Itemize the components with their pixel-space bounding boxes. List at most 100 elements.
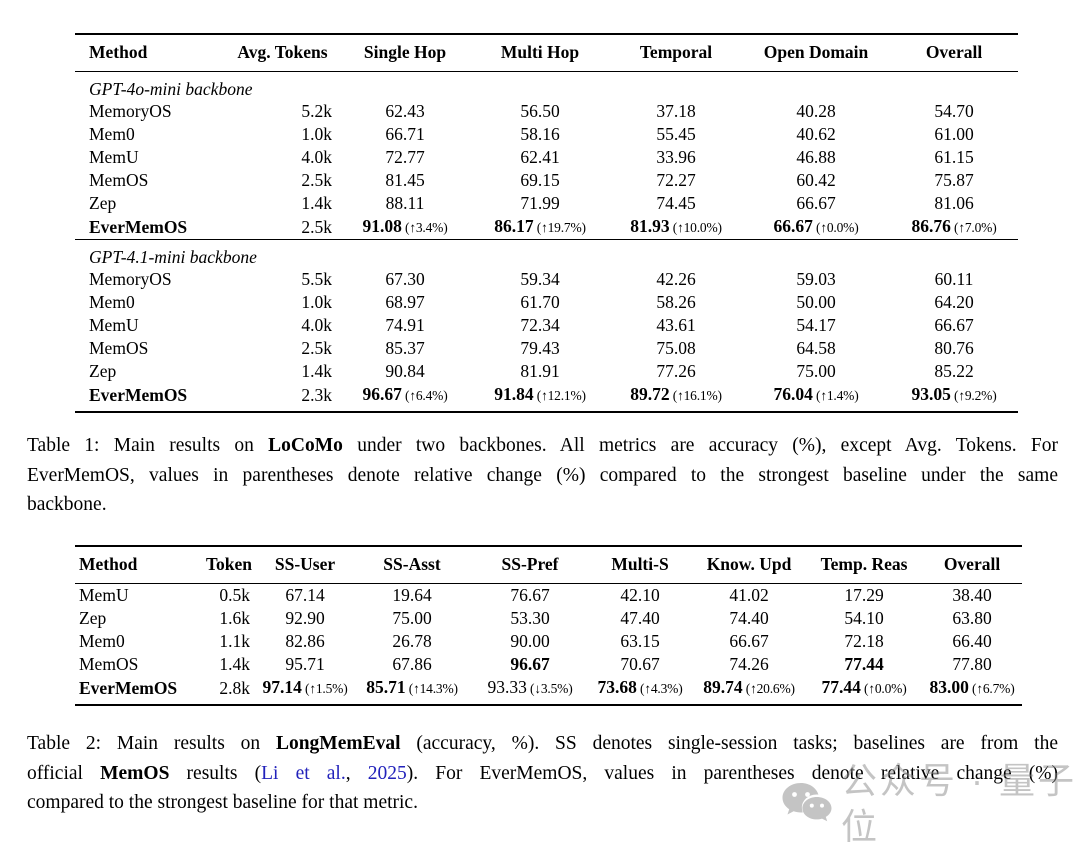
metric-value: 4.0k	[301, 315, 332, 335]
metric-value: 67.86	[392, 654, 432, 674]
metric-value: 40.62	[796, 124, 836, 144]
value-cell: 1.4k	[225, 360, 340, 383]
relative-change: (↑6.4%)	[401, 388, 448, 403]
metric-value: 85.22	[934, 361, 974, 381]
caption-text: ). For EverMemOS, values in parentheses …	[406, 762, 1059, 784]
citation-link[interactable]: Li et al.	[261, 762, 346, 784]
metric-value: 2.8k	[219, 677, 250, 698]
metric-value: 59.34	[520, 269, 560, 289]
caption-text: results (	[169, 762, 262, 784]
value-cell: 58.26	[610, 291, 742, 314]
column-header: Method	[75, 546, 200, 584]
relative-change: (↑6.7%)	[968, 681, 1015, 696]
backbone-section-row: GPT-4.1-mini backbone	[75, 239, 1018, 268]
caption-text: official	[27, 762, 101, 784]
metric-value: 67.14	[285, 585, 325, 605]
table2-header-row: Method Token SS-User SS-Asst SS-Pref Multi-S K…	[75, 546, 1022, 584]
metric-value: 2.5k	[301, 170, 332, 190]
caption-text: Table 2: Main results on	[27, 733, 276, 754]
value-cell: 66.67 (↑0.0%)	[742, 215, 890, 240]
value-cell: 42.10	[588, 584, 692, 608]
caption-text: MemOS	[100, 762, 170, 784]
value-cell: 47.40	[588, 607, 692, 630]
column-header: Multi-S	[588, 546, 692, 584]
metric-value: 26.78	[392, 631, 432, 651]
value-cell: 91.08 (↑3.4%)	[340, 215, 470, 240]
metric-value: 66.67	[796, 193, 836, 213]
metric-value: 67.30	[385, 269, 425, 289]
value-cell: 72.34	[470, 314, 610, 337]
value-cell: 54.17	[742, 314, 890, 337]
metric-value: 72.34	[520, 315, 560, 335]
method-cell: Mem0	[89, 292, 135, 312]
metric-value: 80.76	[934, 338, 974, 358]
relative-change: (↑20.6%)	[742, 681, 795, 696]
method-cell: EverMemOS	[89, 216, 188, 237]
citation-link[interactable]: 2025	[367, 762, 407, 784]
metric-value: 1.6k	[219, 608, 250, 628]
column-header: Single Hop	[340, 34, 470, 72]
value-cell: 54.70	[890, 100, 1018, 123]
value-cell: 81.06	[890, 192, 1018, 215]
backbone-section-row: GPT-4o-mini backbone	[75, 72, 1018, 101]
metric-value: 77.44	[821, 677, 861, 697]
metric-value: 41.02	[729, 585, 769, 605]
value-cell: 37.18	[610, 100, 742, 123]
metric-value: 83.00	[929, 677, 969, 697]
caption-line: Table 1: Main results on LoCoMo under tw…	[27, 431, 1058, 461]
metric-value: 54.10	[844, 608, 884, 628]
caption-line: EverMemOS, values in parentheses denote …	[27, 461, 1058, 491]
metric-value: 55.45	[656, 124, 696, 144]
relative-change: (↑12.1%)	[533, 388, 586, 403]
value-cell: 66.67	[742, 192, 890, 215]
caption-text: EverMemOS, values in parentheses denote …	[27, 464, 1058, 486]
metric-value: 96.67	[510, 654, 550, 674]
value-cell: 77.80	[922, 653, 1022, 676]
method-cell: EverMemOS	[89, 384, 188, 405]
value-cell: 61.00	[890, 123, 1018, 146]
metric-value: 72.27	[656, 170, 696, 190]
value-cell: 68.97	[340, 291, 470, 314]
value-cell: 86.76 (↑7.0%)	[890, 215, 1018, 240]
value-cell: 1.6k	[200, 607, 258, 630]
metric-value: 53.30	[510, 608, 550, 628]
metric-value: 63.80	[952, 608, 992, 628]
metric-value: 92.90	[285, 608, 325, 628]
value-cell: 89.74 (↑20.6%)	[692, 676, 806, 705]
metric-value: 93.05	[911, 384, 951, 404]
metric-value: 66.67	[773, 216, 813, 236]
table-row: MemU 4.0k 74.91 72.34 43.61 54.17 66.67	[75, 314, 1018, 337]
metric-value: 66.71	[385, 124, 425, 144]
metric-value: 81.93	[630, 216, 670, 236]
method-cell: MemOS	[89, 170, 149, 190]
caption-text: ,	[345, 762, 368, 784]
value-cell: 60.42	[742, 169, 890, 192]
metric-value: 77.80	[952, 654, 992, 674]
value-cell: 54.10	[806, 607, 922, 630]
metric-value: 58.26	[656, 292, 696, 312]
metric-value: 1.1k	[219, 631, 250, 651]
metric-value: 33.96	[656, 147, 696, 167]
backbone-section-label: GPT-4o-mini backbone	[89, 79, 253, 99]
locomo-results-table: Method Avg. Tokens Single Hop Multi Hop Temp…	[75, 33, 1018, 413]
table-row: Mem0 1.1k 82.86 26.78 90.00 63.15 66.67 72.18 66…	[75, 630, 1022, 653]
metric-value: 89.72	[630, 384, 670, 404]
value-cell: 61.15	[890, 146, 1018, 169]
value-cell: 43.61	[610, 314, 742, 337]
metric-value: 60.42	[796, 170, 836, 190]
metric-value: 72.18	[844, 631, 884, 651]
metric-value: 75.00	[392, 608, 432, 628]
table-row: MemOS 1.4k 95.71 67.86 96.67 70.67 74.26 77.44 7…	[75, 653, 1022, 676]
value-cell: 5.2k	[225, 100, 340, 123]
metric-value: 81.06	[934, 193, 974, 213]
metric-value: 95.71	[285, 654, 325, 674]
metric-value: 91.08	[362, 216, 402, 236]
longmemeval-results-table-block: Method Token SS-User SS-Asst SS-Pref Multi-S K…	[75, 545, 1022, 706]
value-cell: 67.14	[258, 584, 352, 608]
value-cell: 82.86	[258, 630, 352, 653]
metric-value: 54.70	[934, 101, 974, 121]
value-cell: 40.62	[742, 123, 890, 146]
table-row: EverMemOS 2.5k 91.08 (↑3.4%) 86.17 (↑19.7%)…	[75, 215, 1018, 240]
method-cell: Mem0	[89, 124, 135, 144]
relative-change: (↑4.3%)	[636, 681, 683, 696]
